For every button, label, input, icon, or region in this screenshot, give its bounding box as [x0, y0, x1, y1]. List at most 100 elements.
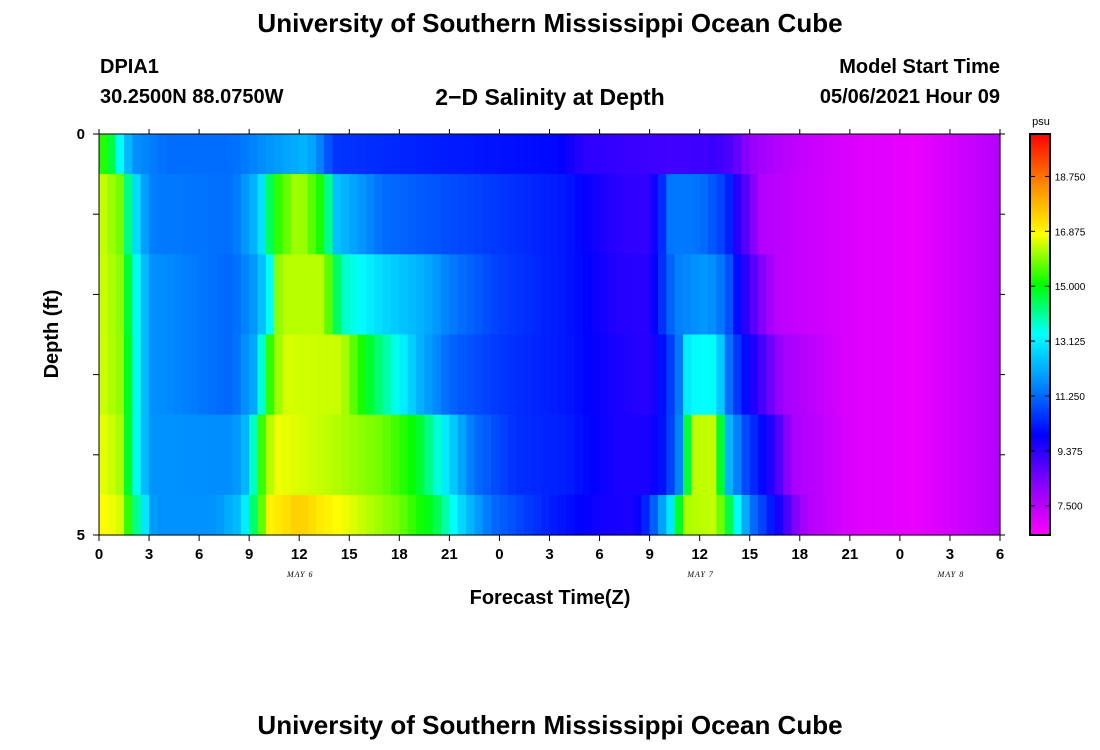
- heatmap-cell: [482, 254, 492, 336]
- heatmap-cell: [457, 414, 467, 496]
- heatmap-cell: [958, 494, 968, 536]
- heatmap-cell: [399, 334, 409, 416]
- colorbar-tick-label: 13.125: [1055, 337, 1086, 348]
- heatmap-cell: [466, 174, 476, 255]
- heatmap-cell: [858, 174, 868, 255]
- heatmap-cell: [699, 134, 709, 175]
- heatmap-cell: [908, 494, 918, 536]
- heatmap-cell: [891, 174, 901, 255]
- heatmap-cell: [949, 134, 959, 175]
- heatmap-cell: [424, 494, 434, 536]
- heatmap-cell: [833, 134, 843, 175]
- heatmap-cell: [174, 254, 184, 336]
- heatmap-cell: [357, 134, 367, 175]
- heatmap-cell: [249, 414, 259, 496]
- heatmap-cell: [641, 254, 651, 336]
- colorbar-tick-label: 18.750: [1055, 172, 1086, 183]
- heatmap-cell: [332, 174, 342, 255]
- heatmap-cell: [858, 334, 868, 416]
- heatmap-cell: [232, 494, 242, 536]
- heatmap-cell: [374, 414, 384, 496]
- heatmap-cell: [407, 254, 417, 336]
- heatmap-cell: [716, 134, 726, 175]
- heatmap-cell: [816, 414, 826, 496]
- heatmap-cell: [849, 334, 859, 416]
- heatmap-cell: [140, 494, 150, 536]
- heatmap-cell: [466, 414, 476, 496]
- heatmap-cell: [849, 174, 859, 255]
- heatmap-cell: [833, 334, 843, 416]
- heatmap-cell: [349, 334, 359, 416]
- model-start-time: 05/06/2021 Hour 09: [819, 86, 1000, 108]
- heatmap-cell: [107, 254, 117, 336]
- heatmap-cell: [140, 414, 150, 496]
- heatmap-cell: [507, 414, 517, 496]
- heatmap-cell: [207, 254, 217, 336]
- heatmap-cell: [115, 414, 125, 496]
- heatmap-cell: [766, 334, 776, 416]
- heatmap-cell: [574, 334, 584, 416]
- heatmap-cell: [524, 414, 534, 496]
- heatmap-cell: [432, 414, 442, 496]
- heatmap-cell: [382, 334, 392, 416]
- heatmap-cell: [741, 494, 751, 536]
- heatmap-cell: [232, 414, 242, 496]
- heatmap-cell: [624, 494, 634, 536]
- heatmap-cell: [841, 494, 851, 536]
- heatmap-cell: [791, 334, 801, 416]
- heatmap-cell: [691, 494, 701, 536]
- colorbar-tick-label: 11.250: [1055, 392, 1085, 403]
- heatmap-cell: [390, 334, 400, 416]
- heatmap-cell: [524, 254, 534, 336]
- y-axis: 05: [77, 126, 1005, 544]
- heatmap-cell: [866, 174, 876, 255]
- heatmap-cell: [549, 414, 559, 496]
- heatmap-cell: [99, 494, 108, 536]
- heatmap-cell: [107, 174, 117, 255]
- heatmap-cell: [190, 414, 200, 496]
- date-label: MAY 6: [286, 570, 314, 579]
- heatmap-cell: [332, 414, 342, 496]
- heatmap-cell: [532, 254, 542, 336]
- heatmap-cell: [274, 414, 284, 496]
- heatmap-cell: [891, 134, 901, 175]
- heatmap-cell: [716, 414, 726, 496]
- heatmap-cell: [207, 414, 217, 496]
- heatmap-cell: [449, 494, 459, 536]
- heatmap-cell: [224, 494, 234, 536]
- heatmap-cell: [307, 334, 317, 416]
- heatmap-cell: [791, 254, 801, 336]
- heatmap-cell: [883, 134, 893, 175]
- heatmap-cell: [124, 334, 133, 416]
- heatmap-cell: [966, 134, 976, 175]
- heatmap-cell: [866, 134, 876, 175]
- heatmap-cell: [324, 174, 334, 255]
- heatmap-cell: [174, 414, 184, 496]
- heatmap-cell: [491, 174, 501, 255]
- heatmap-cell: [407, 494, 417, 536]
- heatmap-cell: [624, 414, 634, 496]
- heatmap-cell: [165, 414, 175, 496]
- heatmap-cell: [799, 254, 809, 336]
- heatmap-cell: [949, 174, 959, 255]
- heatmap-cell: [332, 254, 342, 336]
- heatmap-cell: [382, 174, 392, 255]
- heatmap-cell: [315, 334, 325, 416]
- heatmap-cell: [357, 174, 367, 255]
- heatmap-cell: [124, 134, 133, 175]
- heatmap-cell: [724, 494, 734, 536]
- heatmap-cell: [682, 134, 692, 175]
- heatmap-cell: [207, 174, 217, 255]
- heatmap-cell: [874, 494, 884, 536]
- heatmap-cell: [616, 134, 626, 175]
- heatmap-cell: [883, 334, 893, 416]
- heatmap-cell: [666, 414, 676, 496]
- heatmap-cell: [674, 254, 684, 336]
- heatmap-cell: [240, 134, 250, 175]
- heatmap-cell: [474, 494, 484, 536]
- station-coordinates: 30.2500N 88.0750W: [100, 86, 284, 108]
- heatmap-cell: [457, 334, 467, 416]
- heatmap-cell: [582, 134, 592, 175]
- heatmap-cell: [215, 254, 225, 336]
- heatmap-cell: [607, 134, 617, 175]
